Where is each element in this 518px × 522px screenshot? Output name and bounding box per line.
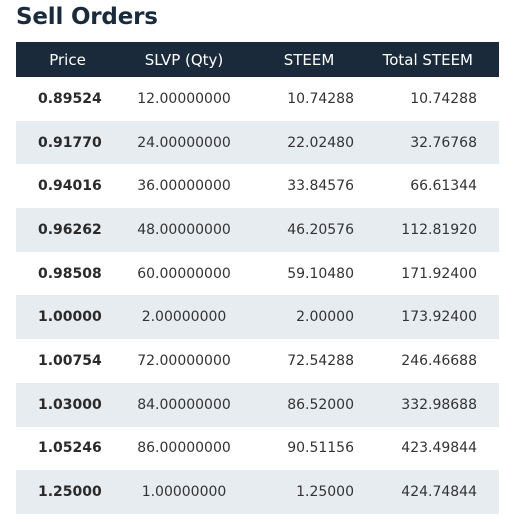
price-cell: 1.00000 xyxy=(38,309,102,326)
steem-cell: 33.84576 xyxy=(287,178,354,195)
qty-cell: 86.00000000 xyxy=(137,440,231,457)
steem-cell: 72.54288 xyxy=(287,352,354,369)
qty-cell: 60.00000000 xyxy=(137,265,231,282)
steem-cell: 46.20576 xyxy=(287,221,354,238)
table-row[interactable]: 0.91770 24.00000000 22.02480 32.76768 xyxy=(16,120,499,165)
steem-cell: 10.74288 xyxy=(287,90,354,107)
price-cell: 0.98508 xyxy=(38,265,102,282)
total-cell: 424.74844 xyxy=(401,484,477,501)
table-row[interactable]: 0.89524 12.00000000 10.74288 10.74288 xyxy=(16,77,499,121)
price-cell: 0.96262 xyxy=(38,221,102,238)
total-cell: 423.49844 xyxy=(401,440,477,457)
page-title: Sell Orders xyxy=(16,4,158,30)
table-row[interactable]: 1.00000 2.00000000 2.00000 173.92400 xyxy=(16,295,499,340)
column-header-price[interactable]: Price xyxy=(49,50,86,69)
qty-cell: 84.00000000 xyxy=(137,396,231,413)
qty-cell: 1.00000000 xyxy=(141,484,227,501)
qty-cell: 48.00000000 xyxy=(137,221,231,238)
price-cell: 0.91770 xyxy=(38,134,102,151)
qty-cell: 24.00000000 xyxy=(137,134,231,151)
table-row[interactable]: 1.25000 1.00000000 1.25000 424.74844 xyxy=(16,470,499,514)
total-cell: 246.46688 xyxy=(401,352,477,369)
qty-cell: 2.00000000 xyxy=(141,309,227,326)
steem-cell: 2.00000 xyxy=(296,309,354,326)
table-row[interactable]: 1.03000 84.00000000 86.52000 332.98688 xyxy=(16,382,499,427)
table-header-row: Price SLVP (Qty) STEEM Total STEEM xyxy=(16,42,499,77)
total-cell: 112.81920 xyxy=(401,221,477,238)
table-row[interactable]: 1.00754 72.00000000 72.54288 246.46688 xyxy=(16,339,499,383)
qty-cell: 72.00000000 xyxy=(137,352,231,369)
steem-cell: 22.02480 xyxy=(287,134,354,151)
price-cell: 0.89524 xyxy=(38,90,102,107)
total-cell: 32.76768 xyxy=(410,134,477,151)
total-cell: 171.92400 xyxy=(401,265,477,282)
steem-cell: 86.52000 xyxy=(287,396,354,413)
column-header-qty[interactable]: SLVP (Qty) xyxy=(144,50,224,69)
sell-orders-table: Price SLVP (Qty) STEEM Total STEEM 0.895… xyxy=(16,42,499,514)
price-cell: 0.94016 xyxy=(38,178,102,195)
table-row[interactable]: 1.05246 86.00000000 90.51156 423.49844 xyxy=(16,426,499,471)
price-cell: 1.00754 xyxy=(38,352,102,369)
steem-cell: 59.10480 xyxy=(287,265,354,282)
price-cell: 1.05246 xyxy=(38,440,102,457)
qty-cell: 36.00000000 xyxy=(137,178,231,195)
total-cell: 66.61344 xyxy=(410,178,477,195)
table-row[interactable]: 0.94016 36.00000000 33.84576 66.61344 xyxy=(16,164,499,209)
total-cell: 332.98688 xyxy=(401,396,477,413)
table-row[interactable]: 0.96262 48.00000000 46.20576 112.81920 xyxy=(16,208,499,252)
price-cell: 1.03000 xyxy=(38,396,102,413)
total-cell: 10.74288 xyxy=(410,90,477,107)
steem-cell: 90.51156 xyxy=(287,440,354,457)
qty-cell: 12.00000000 xyxy=(137,90,231,107)
table-row[interactable]: 0.98508 60.00000000 59.10480 171.92400 xyxy=(16,251,499,296)
steem-cell: 1.25000 xyxy=(296,484,354,501)
column-header-total[interactable]: Total STEEM xyxy=(382,50,473,69)
total-cell: 173.92400 xyxy=(401,309,477,326)
price-cell: 1.25000 xyxy=(38,484,102,501)
column-header-steem[interactable]: STEEM xyxy=(283,50,335,69)
